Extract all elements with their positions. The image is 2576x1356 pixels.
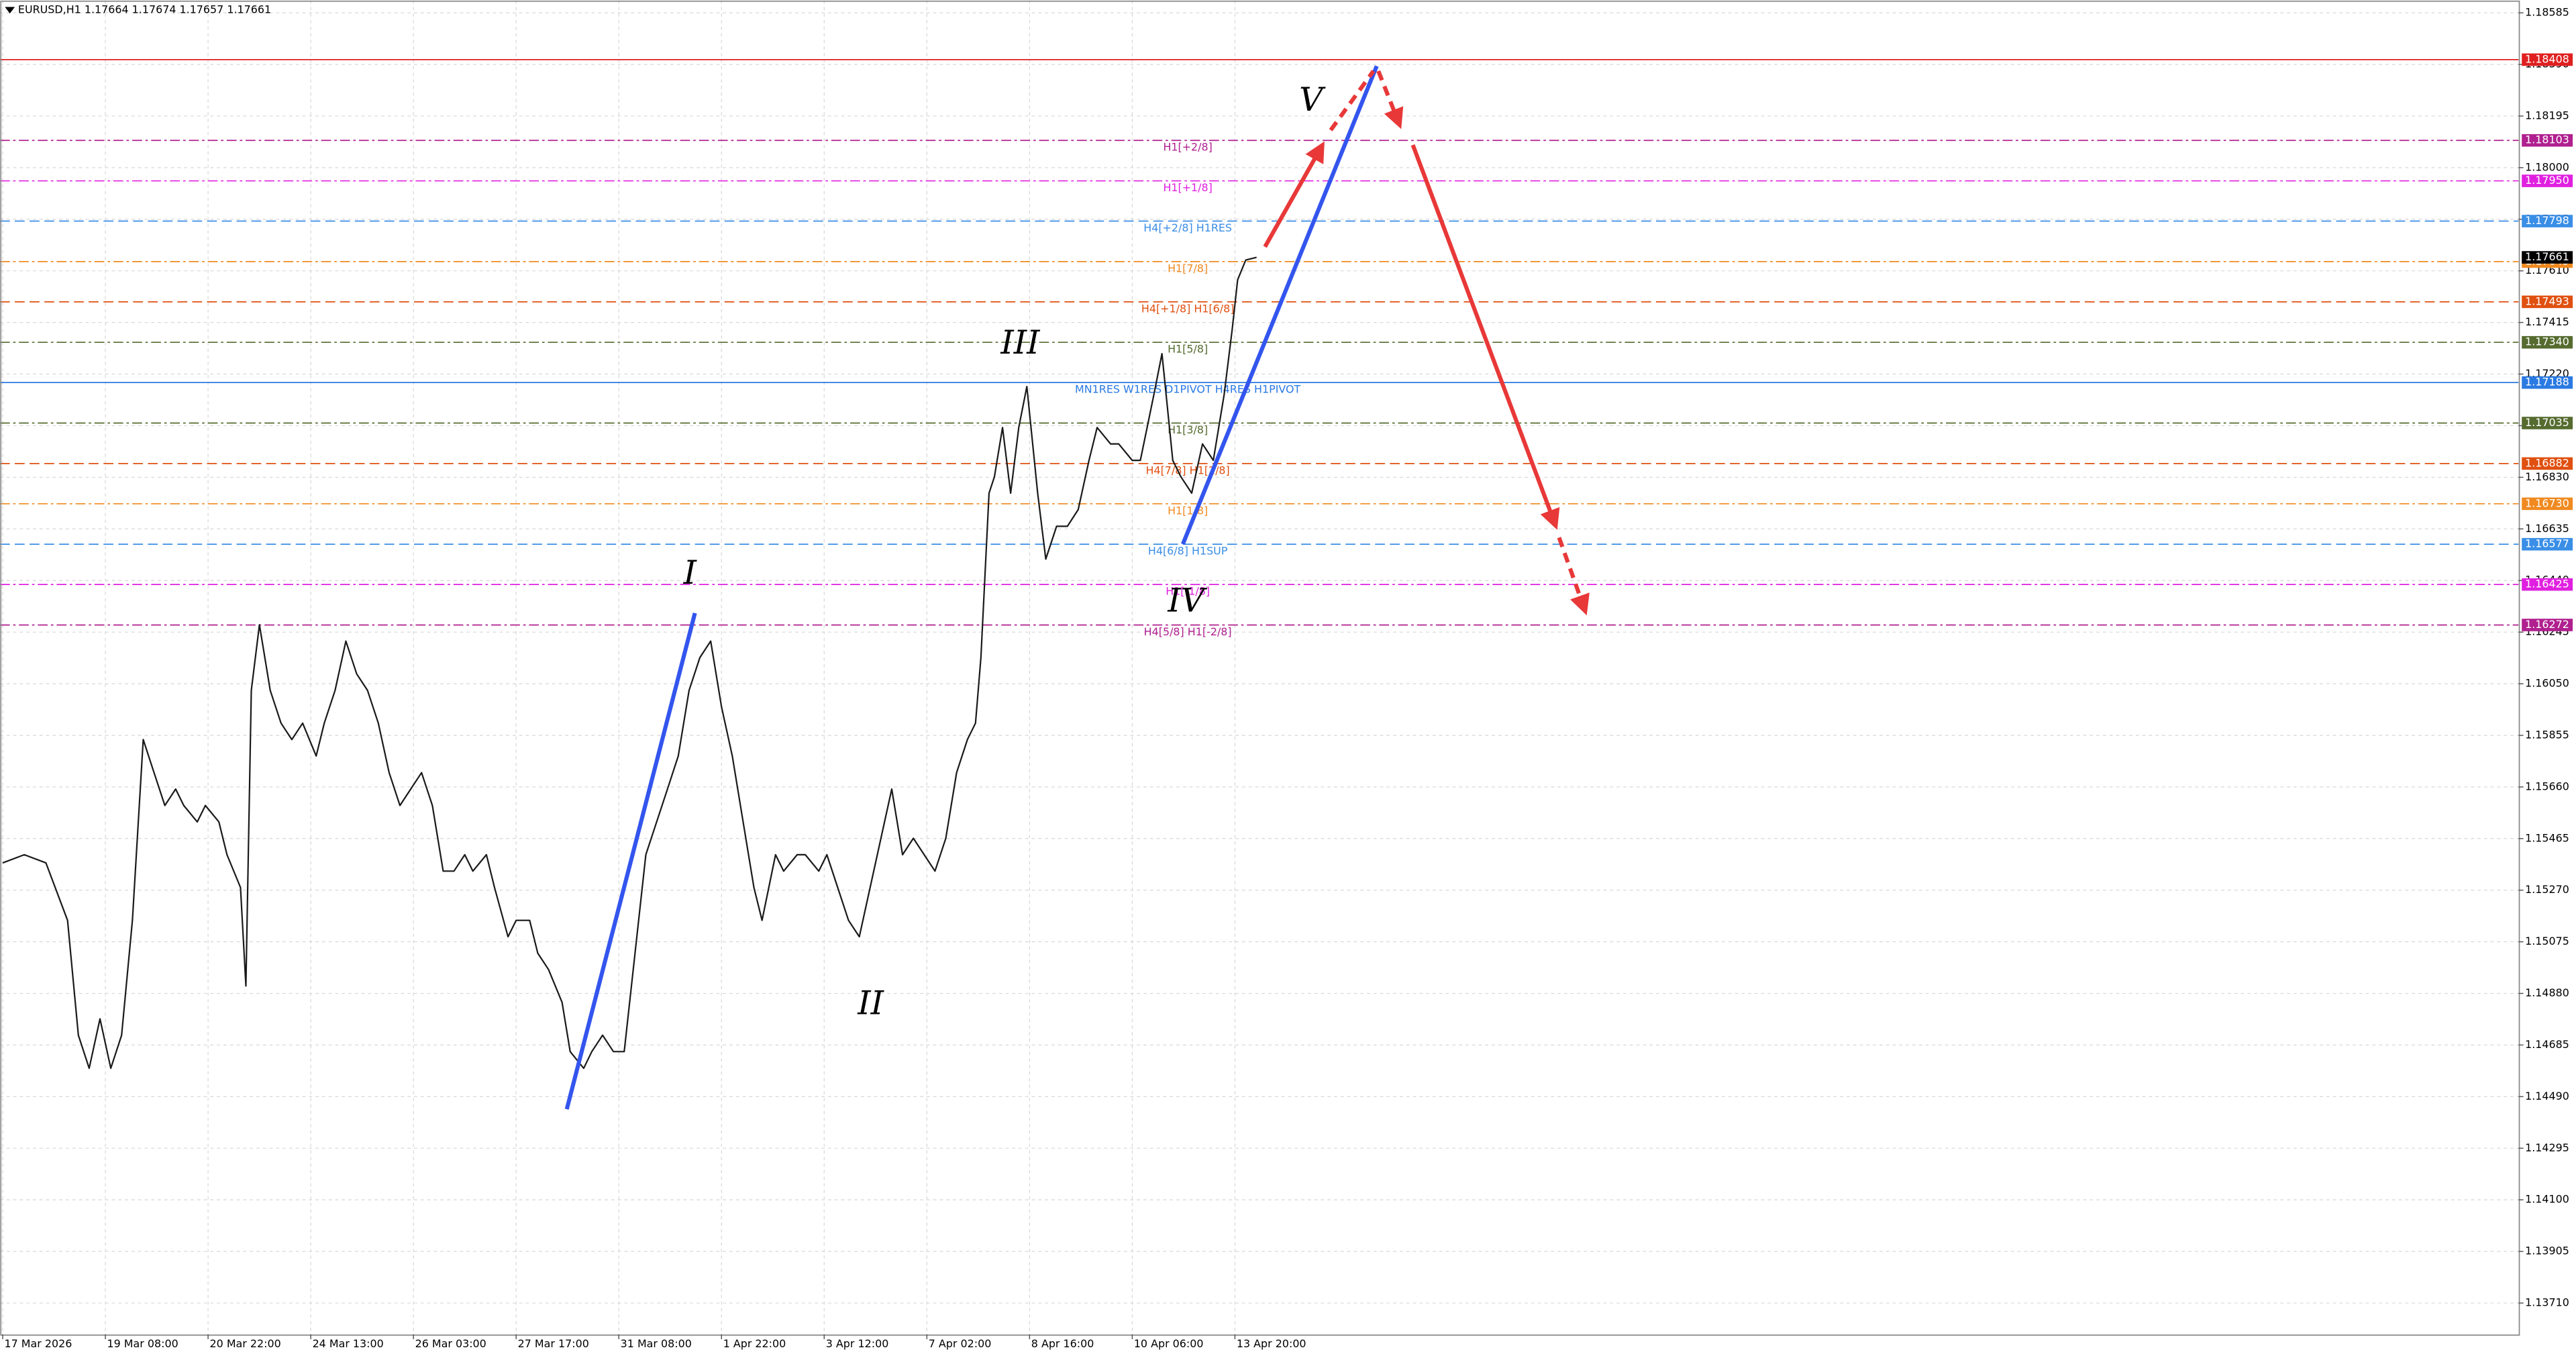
y-tick-label: 1.14880 xyxy=(2525,986,2569,999)
price-tag-label: 1.16272 xyxy=(2525,618,2569,631)
menu-arrow xyxy=(5,7,15,14)
y-tick-label: 1.18585 xyxy=(2525,6,2569,19)
price-tag xyxy=(2522,215,2573,227)
level-label: H1[3/8] xyxy=(1168,423,1208,436)
forecast-arrow xyxy=(1557,537,1590,616)
y-tick-label: 1.15465 xyxy=(2525,831,2569,844)
price-tag-label: 1.17340 xyxy=(2525,335,2569,348)
y-tick-label: 1.15660 xyxy=(2525,780,2569,792)
price-tag-label: 1.18408 xyxy=(2525,52,2569,65)
x-tick-label: 8 Apr 16:00 xyxy=(1031,1337,1094,1350)
y-tick-label: 1.15855 xyxy=(2525,728,2569,741)
level-label: H1[5/8] xyxy=(1168,343,1208,356)
last-price-label: 1.17661 xyxy=(2525,250,2569,263)
wave-label: III xyxy=(1000,323,1041,362)
impulse-line xyxy=(1180,65,1379,545)
y-tick-label: 1.16050 xyxy=(2525,677,2569,690)
price-tag xyxy=(2522,134,2573,147)
price-tag-label: 1.17798 xyxy=(2525,214,2569,227)
x-tick-label: 19 Mar 08:00 xyxy=(107,1337,178,1350)
price-tag xyxy=(2522,417,2573,429)
x-tick-label: 26 Mar 03:00 xyxy=(415,1337,486,1350)
y-tick-label: 1.13905 xyxy=(2525,1245,2569,1257)
forecast-arrow xyxy=(1410,144,1560,530)
y-tick-label: 1.18000 xyxy=(2525,160,2569,173)
forecast-arrow xyxy=(1376,70,1404,129)
level-label: H4[5/8] H1[-2/8] xyxy=(1144,625,1232,638)
wave-label: V xyxy=(1299,81,1326,119)
level-label: H4[+1/8] H1[6/8] xyxy=(1141,302,1235,315)
plot xyxy=(2,256,1257,1070)
level-label: H1[+1/8] xyxy=(1163,181,1212,194)
wave-lines xyxy=(564,65,1590,1110)
level-label: H1[7/8] xyxy=(1168,262,1208,274)
y-tick-label: 1.18195 xyxy=(2525,109,2569,121)
y-tick-label: 1.14100 xyxy=(2525,1193,2569,1206)
level-label: H1[-1/8] xyxy=(1166,585,1210,598)
price-tag xyxy=(2522,53,2573,66)
price-tag xyxy=(2522,497,2573,511)
x-tick-label: 24 Mar 13:00 xyxy=(313,1337,384,1350)
price-tag-label: 1.17493 xyxy=(2525,295,2569,307)
y-tick-label: 1.17415 xyxy=(2525,315,2569,328)
y-tick-label: 1.13710 xyxy=(2525,1296,2569,1309)
price-tag xyxy=(2522,578,2573,591)
y-tick-label: 1.16635 xyxy=(2525,522,2569,535)
axes: 1.13710 1.13905 1.14100 1.14295 1.14490 1.146… xyxy=(2,6,2573,1350)
level-label: H1[+2/8] xyxy=(1163,141,1212,154)
level-label: MN1RES W1RES D1PIVOT H4RES H1PIVOT xyxy=(1075,383,1300,396)
level-label: H1[1/8] xyxy=(1168,504,1208,517)
x-tick-label: 3 Apr 12:00 xyxy=(826,1337,889,1350)
wave-label: II xyxy=(857,984,884,1022)
level-label: H4[+2/8] H1RES xyxy=(1143,221,1232,234)
price-tag-label: 1.16425 xyxy=(2525,578,2569,590)
price-tag-label: 1.17950 xyxy=(2525,174,2569,187)
x-tick-label: 13 Apr 20:00 xyxy=(1237,1337,1306,1350)
plot-frame xyxy=(0,0,2520,1336)
price-tag-label: 1.16882 xyxy=(2525,456,2569,469)
wave-label: IV xyxy=(1167,582,1207,620)
grid xyxy=(0,0,2519,1335)
price-tag xyxy=(2522,537,2573,551)
price-tag-label: 1.17035 xyxy=(2525,416,2569,429)
y-tick-label: 1.14685 xyxy=(2525,1038,2569,1051)
forecast-arrow xyxy=(1263,141,1325,248)
x-tick-label: 27 Mar 17:00 xyxy=(518,1337,589,1350)
x-tick-label: 31 Mar 08:00 xyxy=(621,1337,692,1350)
x-tick-label: 1 Apr 22:00 xyxy=(723,1337,786,1350)
y-tick-label: 1.14295 xyxy=(2525,1141,2569,1154)
x-tick-label: 20 Mar 22:00 xyxy=(210,1337,281,1350)
price-tag xyxy=(2522,376,2573,389)
x-tick-label: 17 Mar 2026 xyxy=(4,1337,72,1350)
price-tag xyxy=(2522,457,2573,470)
price-tag xyxy=(2522,174,2573,187)
price-tag xyxy=(2522,335,2573,349)
y-tick-label: 1.14490 xyxy=(2525,1090,2569,1102)
wave-label: I xyxy=(683,554,698,592)
level-label: H4[7/8] H1[2/8] xyxy=(1146,464,1230,476)
forecast-arrow xyxy=(1329,70,1376,132)
price-tag-label: 1.18103 xyxy=(2525,134,2569,146)
y-tick-label: 1.15075 xyxy=(2525,935,2569,947)
y-tick-label: 1.16830 xyxy=(2525,470,2569,483)
chart-title: EURUSD,H1 1.17664 1.17674 1.17657 1.1766… xyxy=(18,3,271,16)
price-line xyxy=(2,256,1257,1070)
price-tag-label: 1.17188 xyxy=(2525,376,2569,388)
y-tick-label: 1.15270 xyxy=(2525,883,2569,896)
price-tag xyxy=(2522,619,2573,631)
x-tick-label: 7 Apr 02:00 xyxy=(929,1337,992,1350)
price-tag-label: 1.16577 xyxy=(2525,537,2569,550)
impulse-line xyxy=(564,613,697,1110)
price-tag xyxy=(2522,295,2573,309)
x-tick-label: 10 Apr 06:00 xyxy=(1134,1337,1204,1350)
last-price-tag xyxy=(2522,251,2573,264)
level-label: H4[6/8] H1SUP xyxy=(1148,545,1228,558)
price-tag-label: 1.16730 xyxy=(2525,497,2569,509)
